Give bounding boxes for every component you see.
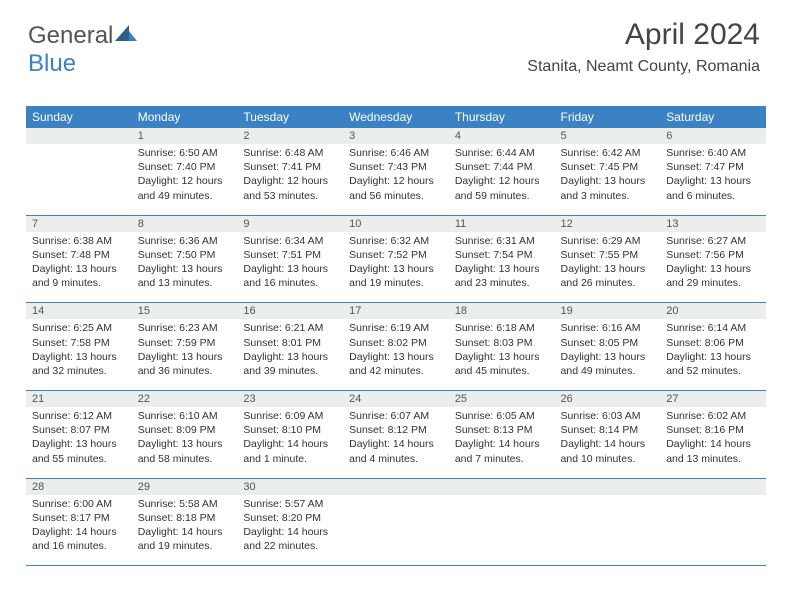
calendar-table: Sunday Monday Tuesday Wednesday Thursday…: [26, 106, 766, 566]
weekday-header: Tuesday: [237, 106, 343, 128]
day-number-cell: 5: [555, 128, 661, 144]
day-info-cell: Sunrise: 6:25 AMSunset: 7:58 PMDaylight:…: [26, 319, 132, 390]
day-number-cell: 21: [26, 391, 132, 408]
day-number-cell: [555, 478, 661, 495]
day-info-cell: Sunrise: 6:03 AMSunset: 8:14 PMDaylight:…: [555, 407, 661, 478]
logo-text-general: General: [28, 22, 113, 49]
day-number-cell: 1: [132, 128, 238, 144]
logo-text-blue: Blue: [28, 50, 76, 77]
day-info-cell: [26, 144, 132, 215]
day-number-cell: 14: [26, 303, 132, 320]
weekday-header: Thursday: [449, 106, 555, 128]
day-number-cell: 8: [132, 215, 238, 232]
day-number-cell: 16: [237, 303, 343, 320]
day-number-cell: 15: [132, 303, 238, 320]
day-info-cell: Sunrise: 6:18 AMSunset: 8:03 PMDaylight:…: [449, 319, 555, 390]
day-info-cell: Sunrise: 6:34 AMSunset: 7:51 PMDaylight:…: [237, 232, 343, 303]
day-info-cell: Sunrise: 6:36 AMSunset: 7:50 PMDaylight:…: [132, 232, 238, 303]
day-info-cell: Sunrise: 6:40 AMSunset: 7:47 PMDaylight:…: [660, 144, 766, 215]
day-info-cell: Sunrise: 6:19 AMSunset: 8:02 PMDaylight:…: [343, 319, 449, 390]
day-number-row: 14151617181920: [26, 303, 766, 320]
day-info-cell: Sunrise: 6:29 AMSunset: 7:55 PMDaylight:…: [555, 232, 661, 303]
day-number-cell: 17: [343, 303, 449, 320]
weekday-header: Monday: [132, 106, 238, 128]
day-info-cell: [449, 495, 555, 566]
day-number-cell: 20: [660, 303, 766, 320]
day-info-cell: [343, 495, 449, 566]
day-number-cell: [449, 478, 555, 495]
day-info-row: Sunrise: 6:00 AMSunset: 8:17 PMDaylight:…: [26, 495, 766, 566]
day-info-cell: Sunrise: 6:38 AMSunset: 7:48 PMDaylight:…: [26, 232, 132, 303]
day-info-cell: [660, 495, 766, 566]
day-number-cell: 7: [26, 215, 132, 232]
day-info-cell: Sunrise: 6:31 AMSunset: 7:54 PMDaylight:…: [449, 232, 555, 303]
day-number-cell: [343, 478, 449, 495]
day-info-cell: Sunrise: 6:10 AMSunset: 8:09 PMDaylight:…: [132, 407, 238, 478]
day-info-cell: Sunrise: 6:05 AMSunset: 8:13 PMDaylight:…: [449, 407, 555, 478]
month-year: April 2024: [527, 18, 760, 52]
day-number-cell: 19: [555, 303, 661, 320]
day-info-cell: Sunrise: 6:50 AMSunset: 7:40 PMDaylight:…: [132, 144, 238, 215]
day-number-cell: [26, 128, 132, 144]
day-info-cell: Sunrise: 6:23 AMSunset: 7:59 PMDaylight:…: [132, 319, 238, 390]
day-number-cell: 3: [343, 128, 449, 144]
location: Stanita, Neamt County, Romania: [527, 58, 760, 76]
day-info-cell: Sunrise: 6:32 AMSunset: 7:52 PMDaylight:…: [343, 232, 449, 303]
day-number-row: 123456: [26, 128, 766, 144]
day-number-cell: 2: [237, 128, 343, 144]
day-number-cell: 25: [449, 391, 555, 408]
day-info-cell: Sunrise: 6:46 AMSunset: 7:43 PMDaylight:…: [343, 144, 449, 215]
day-info-cell: Sunrise: 6:00 AMSunset: 8:17 PMDaylight:…: [26, 495, 132, 566]
day-info-row: Sunrise: 6:50 AMSunset: 7:40 PMDaylight:…: [26, 144, 766, 215]
day-info-cell: Sunrise: 5:58 AMSunset: 8:18 PMDaylight:…: [132, 495, 238, 566]
weekday-header: Wednesday: [343, 106, 449, 128]
day-info-cell: Sunrise: 6:09 AMSunset: 8:10 PMDaylight:…: [237, 407, 343, 478]
day-info-cell: Sunrise: 6:07 AMSunset: 8:12 PMDaylight:…: [343, 407, 449, 478]
logo-icon: [115, 20, 137, 48]
day-info-cell: Sunrise: 6:42 AMSunset: 7:45 PMDaylight:…: [555, 144, 661, 215]
day-number-cell: 9: [237, 215, 343, 232]
day-info-cell: Sunrise: 6:48 AMSunset: 7:41 PMDaylight:…: [237, 144, 343, 215]
day-info-cell: Sunrise: 5:57 AMSunset: 8:20 PMDaylight:…: [237, 495, 343, 566]
day-info-cell: Sunrise: 6:02 AMSunset: 8:16 PMDaylight:…: [660, 407, 766, 478]
weekday-header-row: Sunday Monday Tuesday Wednesday Thursday…: [26, 106, 766, 128]
day-number-cell: 18: [449, 303, 555, 320]
day-number-row: 78910111213: [26, 215, 766, 232]
day-info-cell: Sunrise: 6:16 AMSunset: 8:05 PMDaylight:…: [555, 319, 661, 390]
day-number-cell: 28: [26, 478, 132, 495]
day-number-cell: 12: [555, 215, 661, 232]
day-number-cell: 13: [660, 215, 766, 232]
weekday-header: Sunday: [26, 106, 132, 128]
day-number-row: 282930: [26, 478, 766, 495]
day-number-cell: 6: [660, 128, 766, 144]
day-number-cell: 24: [343, 391, 449, 408]
day-number-cell: 26: [555, 391, 661, 408]
day-number-cell: 23: [237, 391, 343, 408]
day-number-cell: 30: [237, 478, 343, 495]
day-number-cell: 22: [132, 391, 238, 408]
day-info-cell: Sunrise: 6:27 AMSunset: 7:56 PMDaylight:…: [660, 232, 766, 303]
day-number-cell: 29: [132, 478, 238, 495]
day-info-cell: Sunrise: 6:12 AMSunset: 8:07 PMDaylight:…: [26, 407, 132, 478]
day-info-cell: Sunrise: 6:14 AMSunset: 8:06 PMDaylight:…: [660, 319, 766, 390]
day-number-cell: 11: [449, 215, 555, 232]
day-number-row: 21222324252627: [26, 391, 766, 408]
day-info-cell: [555, 495, 661, 566]
weekday-header: Saturday: [660, 106, 766, 128]
day-info-row: Sunrise: 6:25 AMSunset: 7:58 PMDaylight:…: [26, 319, 766, 390]
day-number-cell: 4: [449, 128, 555, 144]
day-number-cell: 27: [660, 391, 766, 408]
weekday-header: Friday: [555, 106, 661, 128]
day-info-row: Sunrise: 6:12 AMSunset: 8:07 PMDaylight:…: [26, 407, 766, 478]
day-number-cell: 10: [343, 215, 449, 232]
day-number-cell: [660, 478, 766, 495]
header: April 2024 Stanita, Neamt County, Romani…: [527, 18, 760, 76]
day-info-cell: Sunrise: 6:21 AMSunset: 8:01 PMDaylight:…: [237, 319, 343, 390]
day-info-cell: Sunrise: 6:44 AMSunset: 7:44 PMDaylight:…: [449, 144, 555, 215]
day-info-row: Sunrise: 6:38 AMSunset: 7:48 PMDaylight:…: [26, 232, 766, 303]
logo: General Blue: [28, 20, 137, 78]
